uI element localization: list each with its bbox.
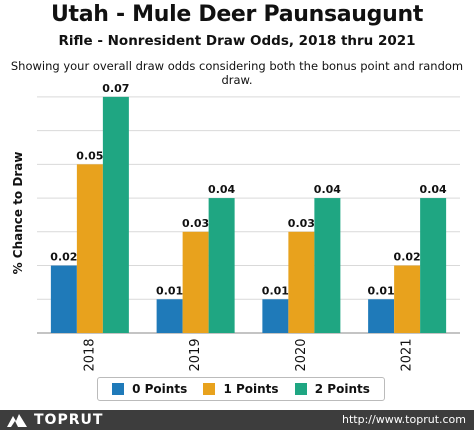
data-label: 0.01 [368, 284, 395, 297]
data-label: 0.07 [102, 82, 129, 95]
legend-label-0-points: 0 Points [132, 382, 188, 396]
bar-2019-0-points [156, 299, 183, 333]
x-tick-label: 2021 [400, 338, 415, 371]
bar-2019-2-points [208, 198, 235, 333]
brand-name: TOPRUT [34, 412, 104, 428]
bar-2020-1-points [288, 231, 315, 333]
data-label: 0.02 [394, 251, 421, 264]
footer-bar: TOPRUT http://www.toprut.com [0, 410, 474, 430]
chart-subtitle: Rifle - Nonresident Draw Odds, 2018 thru… [58, 33, 416, 49]
legend-item-1-points: 1 Points [203, 382, 279, 396]
bar-2021-1-points [394, 265, 421, 333]
toprut-logo-icon [7, 414, 27, 427]
x-tick-label: 2018 [82, 338, 97, 371]
x-tick-label: 2019 [188, 338, 203, 371]
data-label: 0.04 [314, 183, 341, 196]
bar-2019-1-points [182, 231, 209, 333]
legend-swatch-0-points [112, 383, 125, 395]
legend-label-1-points: 1 Points [223, 382, 279, 396]
data-label: 0.05 [76, 149, 103, 162]
data-label: 0.04 [420, 183, 447, 196]
bar-2020-0-points [262, 299, 289, 333]
legend-item-2-points: 2 Points [294, 382, 370, 396]
data-label: 0.01 [156, 284, 183, 297]
bar-2021-2-points [420, 198, 447, 333]
bar-2018-0-points [50, 265, 77, 333]
chart-description: Showing your overall draw odds consideri… [10, 59, 464, 87]
chart-title: Utah - Mule Deer Paunsaugunt [50, 2, 424, 27]
bar-2020-2-points [314, 198, 341, 333]
data-label: 0.01 [262, 284, 289, 297]
bar-2021-0-points [368, 299, 395, 333]
legend: 0 Points 1 Points 2 Points [97, 377, 385, 401]
data-label: 0.03 [288, 217, 315, 230]
data-label: 0.03 [182, 217, 209, 230]
x-tick-label: 2020 [294, 338, 309, 371]
bar-chart: 0.02 0.05 0.07 2018 0.01 0.03 0.04 2019 0.01 0.03… [37, 82, 460, 372]
data-label: 0.02 [50, 251, 77, 264]
legend-swatch-1-points [203, 383, 216, 395]
legend-label-2-points: 2 Points [314, 382, 370, 396]
brand[interactable]: TOPRUT [6, 410, 103, 430]
data-label: 0.04 [208, 183, 235, 196]
legend-item-0-points: 0 Points [112, 382, 187, 396]
bar-2018-2-points [102, 96, 129, 333]
legend-swatch-2-points [294, 383, 307, 395]
bar-2018-1-points [76, 164, 103, 333]
site-url-link[interactable]: http://www.toprut.com [342, 413, 466, 426]
